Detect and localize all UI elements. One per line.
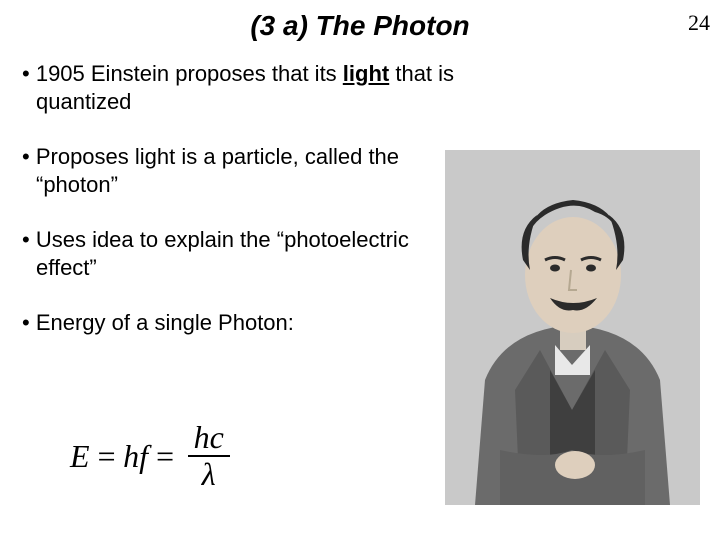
slide: (3 a) The Photon 24 1905 Einstein propos… xyxy=(0,0,720,540)
bullet-1: 1905 Einstein proposes that its light th… xyxy=(22,60,462,115)
bullet-1-emph: light xyxy=(343,61,389,86)
bullet-4: Energy of a single Photon: xyxy=(22,309,462,337)
formula-lhs: E xyxy=(70,438,90,475)
equals-1: = xyxy=(96,438,118,475)
bullet-3-text: Uses idea to explain the “photoelectric … xyxy=(36,227,409,280)
formula-mid: hf xyxy=(123,438,148,475)
bullet-2-text: Proposes light is a particle, called the… xyxy=(36,144,399,197)
bullet-1-pre: 1905 Einstein proposes that its xyxy=(36,61,343,86)
bullet-4-text: Energy of a single Photon: xyxy=(36,310,294,335)
page-number: 24 xyxy=(688,10,710,36)
einstein-portrait xyxy=(445,150,700,505)
bullet-3: Uses idea to explain the “photoelectric … xyxy=(22,226,462,281)
formula: E = hf = hc λ xyxy=(70,420,230,492)
fraction-numerator: hc xyxy=(188,420,230,457)
portrait-svg xyxy=(445,150,700,505)
fraction-denominator: λ xyxy=(196,457,222,492)
title-bar: (3 a) The Photon xyxy=(0,10,720,42)
equals-2: = xyxy=(154,438,176,475)
formula-fraction: hc λ xyxy=(188,420,230,492)
bullet-2: Proposes light is a particle, called the… xyxy=(22,143,462,198)
slide-title: (3 a) The Photon xyxy=(250,10,469,41)
content-area: 1905 Einstein proposes that its light th… xyxy=(22,60,462,365)
